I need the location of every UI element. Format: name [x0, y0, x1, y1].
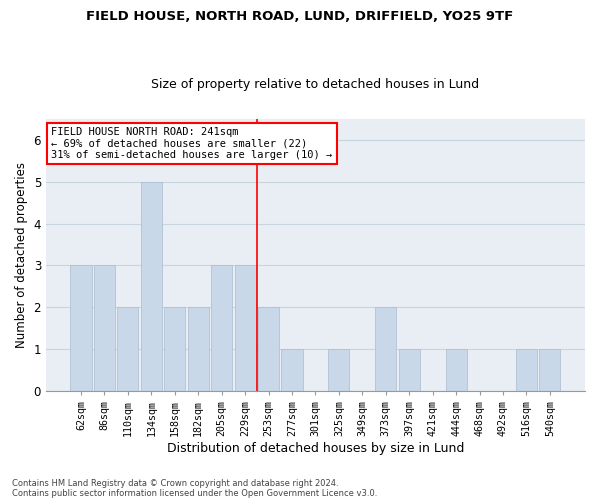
Bar [375, 308, 397, 392]
Bar [94, 266, 115, 392]
Text: Contains public sector information licensed under the Open Government Licence v3: Contains public sector information licen… [12, 488, 377, 498]
X-axis label: Distribution of detached houses by size in Lund: Distribution of detached houses by size … [167, 442, 464, 455]
Bar [539, 350, 560, 392]
Text: FIELD HOUSE, NORTH ROAD, LUND, DRIFFIELD, YO25 9TF: FIELD HOUSE, NORTH ROAD, LUND, DRIFFIELD… [86, 10, 514, 23]
Bar [141, 182, 162, 392]
Bar [211, 266, 232, 392]
Title: Size of property relative to detached houses in Lund: Size of property relative to detached ho… [151, 78, 479, 91]
Bar [188, 308, 209, 392]
Text: FIELD HOUSE NORTH ROAD: 241sqm
← 69% of detached houses are smaller (22)
31% of : FIELD HOUSE NORTH ROAD: 241sqm ← 69% of … [52, 126, 332, 160]
Y-axis label: Number of detached properties: Number of detached properties [15, 162, 28, 348]
Bar [281, 350, 302, 392]
Bar [399, 350, 420, 392]
Bar [446, 350, 467, 392]
Text: Contains HM Land Registry data © Crown copyright and database right 2024.: Contains HM Land Registry data © Crown c… [12, 478, 338, 488]
Bar [258, 308, 279, 392]
Bar [328, 350, 349, 392]
Bar [164, 308, 185, 392]
Bar [118, 308, 139, 392]
Bar [516, 350, 537, 392]
Bar [235, 266, 256, 392]
Bar [70, 266, 92, 392]
